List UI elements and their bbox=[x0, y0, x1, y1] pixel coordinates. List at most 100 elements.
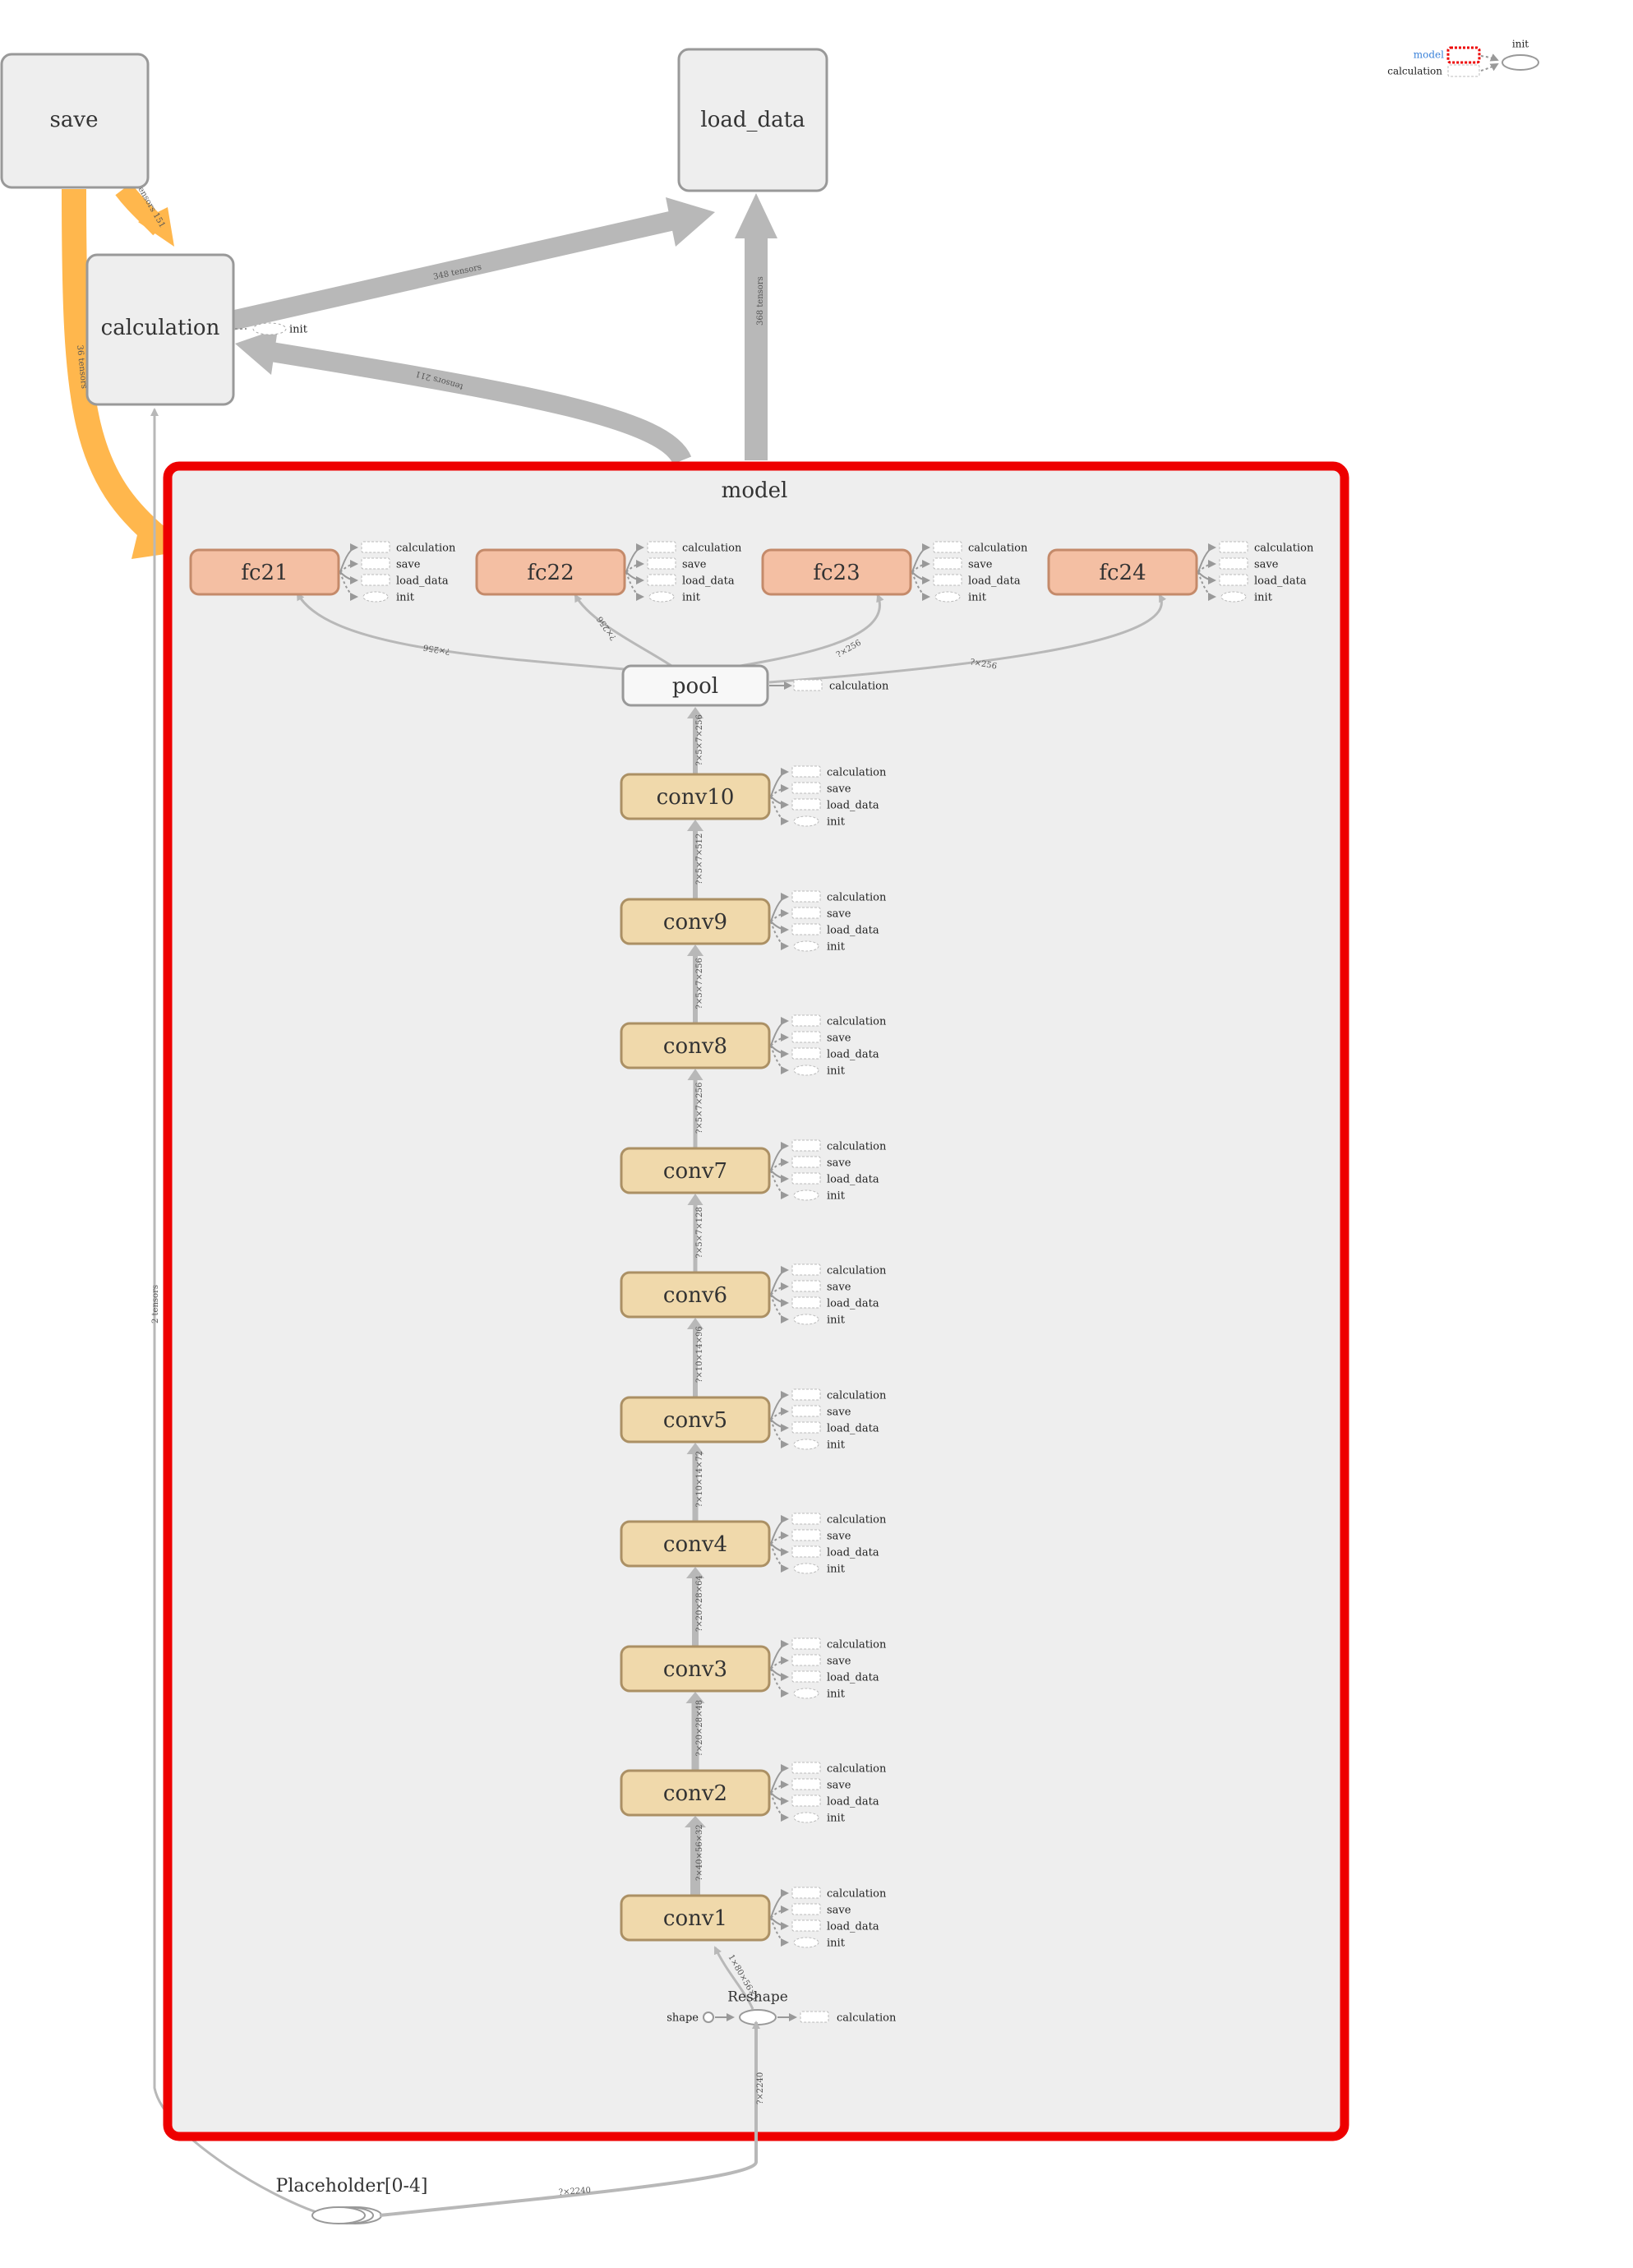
node-shape[interactable]: shape bbox=[667, 2012, 714, 2025]
edge-conv10-to-pool-label: ?×5×7×256 bbox=[695, 714, 704, 765]
calculation-node-label: calculation bbox=[101, 316, 220, 340]
edge-pool-to-fc24[interactable] bbox=[768, 594, 1167, 684]
fc22-aux-save-box bbox=[647, 557, 676, 570]
node-fc24-label: fc24 bbox=[1099, 561, 1146, 585]
conv7-aux-init-label: init bbox=[827, 1190, 846, 1203]
node-conv3[interactable]: conv3 bbox=[620, 1645, 771, 1693]
node-fc22-label: fc22 bbox=[527, 561, 574, 585]
node-fc24[interactable]: fc24 bbox=[1047, 548, 1198, 596]
node-conv9[interactable]: conv9 bbox=[620, 898, 771, 945]
conv6-aux-init-label: init bbox=[827, 1314, 846, 1327]
edge-reshape-to-conv1[interactable] bbox=[713, 1946, 754, 2010]
edge-placeholder-to-calculation[interactable] bbox=[150, 408, 328, 2217]
fc22-aux-load-data-label: load_data bbox=[682, 575, 735, 588]
edge-calculation-to-load-data[interactable] bbox=[229, 210, 676, 330]
node-pool[interactable]: pool calculation bbox=[621, 664, 889, 707]
conv3-aux-init-node bbox=[793, 1688, 819, 1699]
load-data-node-label: load_data bbox=[700, 108, 805, 132]
fc22-aux-load-data-box bbox=[647, 574, 676, 586]
edge-model-to-load-data-arrowhead bbox=[735, 193, 777, 238]
conv2-aux-save-label: save bbox=[827, 1780, 851, 1792]
calculation-node[interactable]: calculation bbox=[85, 253, 235, 406]
edge-pool-to-fc22[interactable] bbox=[574, 594, 680, 672]
fc22-aux-init-label: init bbox=[682, 592, 701, 604]
conv8-aux-save-label: save bbox=[827, 1032, 851, 1045]
legend-calculation-label: calculation bbox=[1387, 66, 1442, 77]
load-data-node[interactable]: load_data bbox=[677, 48, 828, 192]
conv8-aux-init-node bbox=[793, 1065, 819, 1076]
conv1-aux-calculation-label: calculation bbox=[827, 1888, 887, 1901]
conv6-aux-save-label: save bbox=[827, 1282, 851, 1294]
edge-conv4-to-conv5-label: ?×10×14×72 bbox=[695, 1451, 704, 1508]
node-conv2[interactable]: conv2 bbox=[620, 1769, 771, 1817]
fc21-aux-init-label: init bbox=[396, 592, 415, 604]
legend-init-node[interactable] bbox=[1502, 54, 1539, 71]
node-conv10[interactable]: conv10 bbox=[620, 773, 771, 820]
node-conv7[interactable]: conv7 bbox=[620, 1147, 771, 1194]
edge-placeholder-to-reshape[interactable] bbox=[379, 2021, 760, 2217]
conv7-aux-save-label: save bbox=[827, 1157, 851, 1170]
conv5-aux-save-label: save bbox=[827, 1407, 851, 1419]
edge-pool-to-fc21[interactable] bbox=[296, 592, 663, 674]
edge-conv8-to-conv9-label: ?×5×7×256 bbox=[695, 958, 704, 1009]
node-conv6[interactable]: conv6 bbox=[620, 1271, 771, 1319]
conv2-aux-save-box bbox=[791, 1778, 821, 1790]
fc23-aux-calculation-box bbox=[933, 541, 962, 553]
fc21-aux-save-label: save bbox=[396, 559, 421, 571]
edge-save-to-model[interactable] bbox=[62, 188, 173, 552]
node-conv1[interactable]: conv1 bbox=[620, 1894, 771, 1942]
conv5-aux-load-data-box bbox=[791, 1421, 821, 1434]
node-conv5[interactable]: conv5 bbox=[620, 1396, 771, 1443]
conv9-aux-load-data-box bbox=[791, 923, 821, 935]
fc21-aux-save-box bbox=[361, 557, 390, 570]
node-fc23[interactable]: fc23 bbox=[761, 548, 912, 596]
edge-conv3-to-conv4-label: ?×20×28×64 bbox=[695, 1575, 704, 1632]
save-node[interactable]: save bbox=[0, 53, 150, 189]
node-fc23-label: fc23 bbox=[813, 561, 860, 585]
edge-save-to-calculation-arrowhead bbox=[138, 207, 174, 247]
node-conv2-label: conv2 bbox=[663, 1781, 727, 1806]
node-reshape[interactable]: Reshape bbox=[727, 1989, 788, 2025]
conv7-aux-calculation-box bbox=[791, 1139, 821, 1152]
conv10-aux-save-box bbox=[791, 782, 821, 794]
conv9-aux-load-data-label: load_data bbox=[827, 925, 879, 937]
edge-model-to-calculation[interactable] bbox=[270, 342, 692, 465]
calculation-init-stub[interactable]: init bbox=[235, 322, 308, 336]
placeholder-node[interactable]: Placeholder[0-4] bbox=[276, 2176, 428, 2224]
conv4-aux-save-label: save bbox=[827, 1531, 851, 1543]
conv5-aux-load-data-label: load_data bbox=[827, 1423, 879, 1435]
conv6-aux-load-data-label: load_data bbox=[827, 1298, 879, 1310]
fc23-aux-load-data-label: load_data bbox=[968, 575, 1021, 588]
conv2-aux-load-data-label: load_data bbox=[827, 1796, 879, 1808]
conv8-aux-load-data-box bbox=[791, 1047, 821, 1060]
conv2-aux-calculation-box bbox=[791, 1762, 821, 1774]
node-conv8[interactable]: conv8 bbox=[620, 1022, 771, 1069]
legend-model-label[interactable]: model bbox=[1414, 49, 1444, 61]
node-conv4[interactable]: conv4 bbox=[620, 1520, 771, 1568]
fc24-aux-calculation-label: calculation bbox=[1254, 543, 1314, 555]
conv10-aux-calculation-box bbox=[791, 765, 821, 778]
node-fc22[interactable]: fc22 bbox=[475, 548, 626, 596]
conv8-aux-calculation-box bbox=[791, 1014, 821, 1027]
node-fc21[interactable]: fc21 bbox=[189, 548, 340, 596]
fc24-aux-load-data-box bbox=[1219, 574, 1248, 586]
fc24-aux-calculation-box bbox=[1219, 541, 1248, 553]
legend-model-box bbox=[1446, 46, 1481, 64]
conv10-aux-load-data-label: load_data bbox=[827, 800, 879, 812]
node-conv5-label: conv5 bbox=[663, 1408, 727, 1433]
